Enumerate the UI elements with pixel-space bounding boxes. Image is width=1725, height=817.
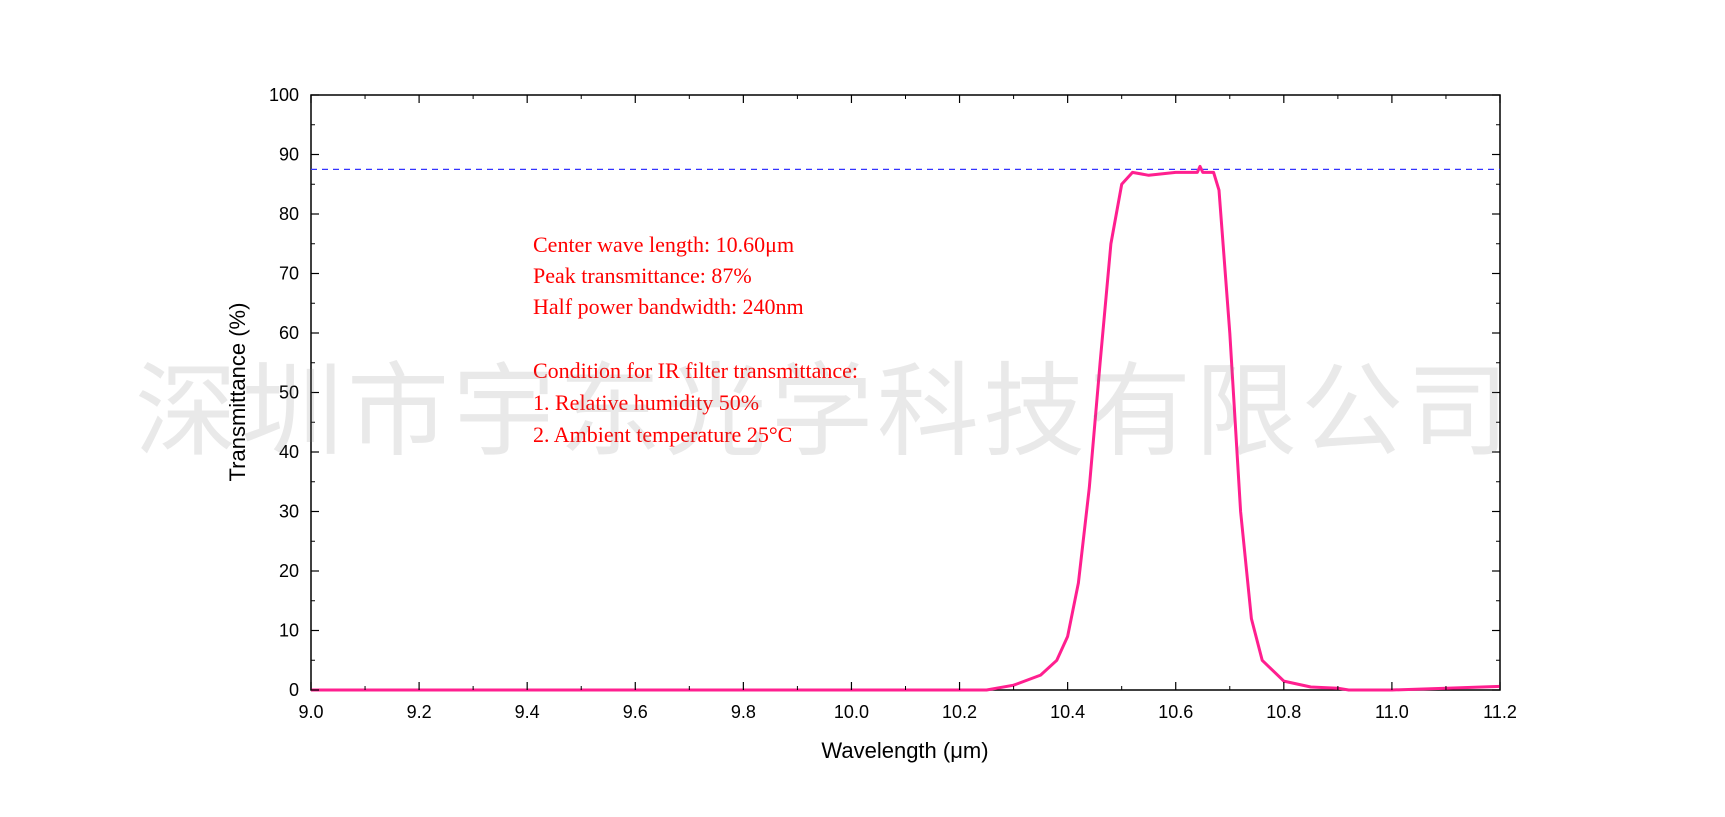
x-tick-label: 10.2	[942, 702, 977, 722]
x-tick-label: 10.6	[1158, 702, 1193, 722]
annotation-center-wavelength: Center wave length: 10.60μm	[533, 232, 794, 257]
y-tick-label: 40	[279, 442, 299, 462]
x-tick-label: 9.4	[515, 702, 540, 722]
y-tick-label: 60	[279, 323, 299, 343]
x-axis-label: Wavelength (μm)	[821, 738, 988, 763]
annotation-humidity: 1. Relative humidity 50%	[533, 390, 759, 415]
x-tick-label: 9.2	[407, 702, 432, 722]
x-tick-label: 9.8	[731, 702, 756, 722]
x-tick-label: 11.2	[1483, 702, 1517, 722]
annotation-condition-title: Condition for IR filter transmittance:	[533, 358, 858, 383]
plot-frame	[310, 94, 1501, 691]
x-tick-label: 10.4	[1050, 702, 1085, 722]
series-layer	[311, 164, 1501, 692]
tick-layer: 9.0 9.2 9.4 9.6 9.8 10.0 10.2 10.4 10.6 10.8 11.0 1…	[269, 85, 1517, 722]
annotation-temperature: 2. Ambient temperature 25°C	[533, 422, 792, 447]
y-axis-label: Transmittance (%)	[225, 303, 250, 482]
y-tick-label: 20	[279, 561, 299, 581]
x-tick-label: 10.8	[1266, 702, 1301, 722]
y-tick-label: 100	[269, 85, 299, 105]
y-tick-label: 30	[279, 502, 299, 522]
x-tick-label: 10.0	[834, 702, 869, 722]
x-tick-label: 9.0	[298, 702, 323, 722]
y-tick-label: 50	[279, 383, 299, 403]
annotation-block: Center wave length: 10.60μm Peak transmi…	[533, 232, 858, 447]
x-tick-label: 9.6	[623, 702, 648, 722]
x-tick-label: 11.0	[1375, 702, 1409, 722]
y-tick-label: 70	[279, 264, 299, 284]
y-tick-label: 90	[279, 145, 299, 165]
y-tick-label: 0	[289, 680, 299, 700]
y-tick-label: 80	[279, 204, 299, 224]
annotation-peak-transmittance: Peak transmittance: 87%	[533, 263, 752, 288]
annotation-bandwidth: Half power bandwidth: 240nm	[533, 294, 804, 319]
y-tick-label: 10	[279, 621, 299, 641]
transmittance-series-line	[311, 164, 1501, 692]
